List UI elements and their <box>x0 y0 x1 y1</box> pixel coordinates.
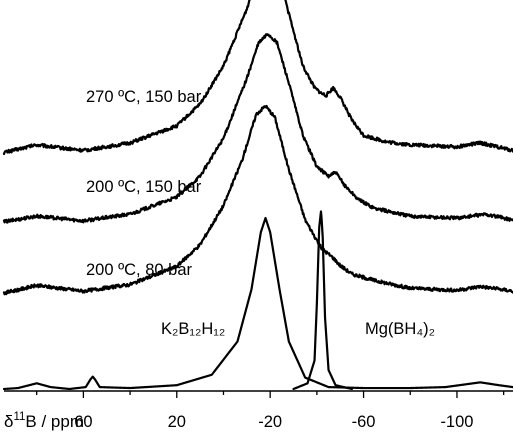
trace-270C-150bar <box>2 0 513 156</box>
x-axis-label-unit: B / ppm <box>25 412 84 431</box>
x-axis-label-superscript: 11 <box>13 411 25 423</box>
x-tick-label--100: -100 <box>440 413 473 431</box>
x-axis-label: δ11B / ppm <box>4 411 84 431</box>
x-tick-label--20: -20 <box>258 413 282 431</box>
trace-200C-80bar <box>2 104 513 296</box>
trace-mgbh42 <box>292 210 353 391</box>
series-label-200C-150bar: 200 ºC, 150 bar <box>86 178 202 196</box>
trace-200C-150bar <box>2 33 513 224</box>
x-axis-ticks: 60 20 -20 -60 -100 <box>36 391 505 431</box>
x-tick-label-20: 20 <box>168 413 186 431</box>
spectra-traces <box>2 0 513 391</box>
trace-k2b12h12 <box>2 216 513 391</box>
x-tick-label-60: 60 <box>74 413 92 431</box>
x-axis-label-delta: δ <box>4 412 13 431</box>
x-tick-label--60: -60 <box>352 413 376 431</box>
series-label-mgbh42: Mg(BH₄)₂ <box>365 320 435 338</box>
series-label-k2b12h12: K₂B₁₂H₁₂ <box>161 320 225 338</box>
series-label-200C-80bar: 200 ºC, 80 bar <box>86 261 193 279</box>
series-label-270C-150bar: 270 ºC, 150 bar <box>86 88 202 106</box>
